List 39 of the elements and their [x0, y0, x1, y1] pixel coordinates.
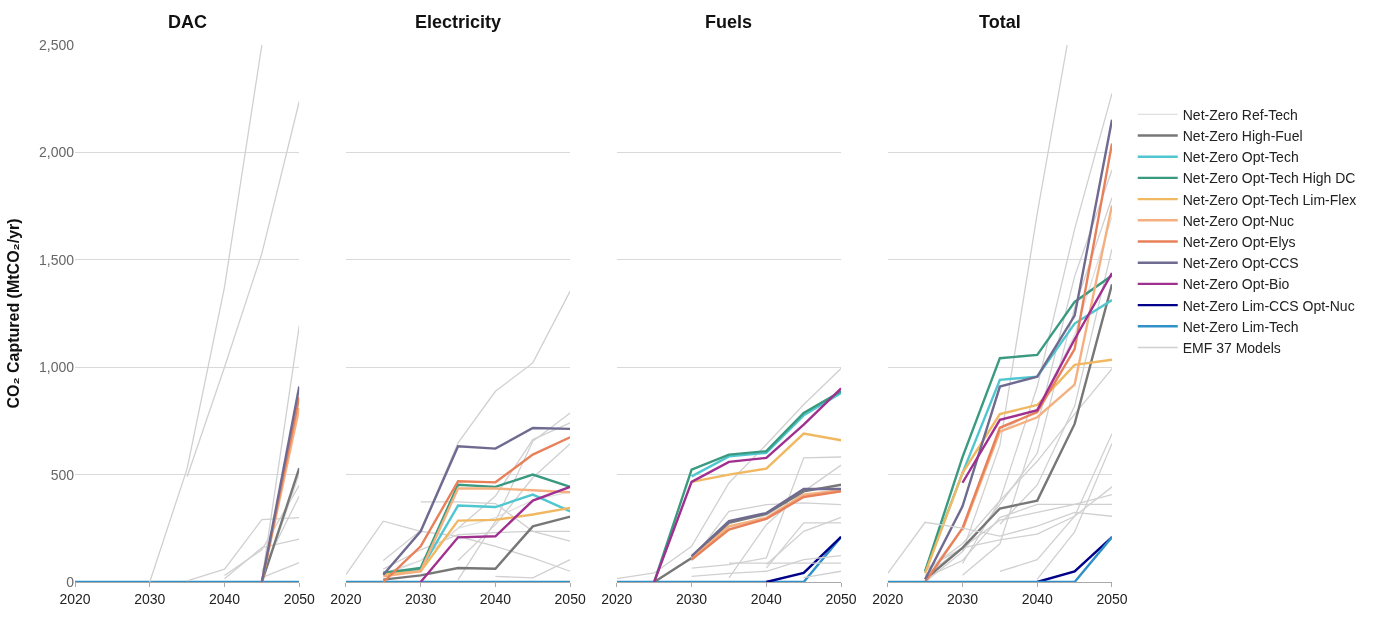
legend-label: Net-Zero Lim-CCS Opt-Nuc: [1182, 297, 1355, 314]
x-tick-label: 2030: [405, 590, 437, 607]
x-tick-label: 2050: [554, 590, 586, 607]
y-tick-label: 0: [66, 573, 75, 590]
x-tick-label: 2030: [134, 590, 166, 607]
legend-label: Net-Zero Opt-Tech Lim-Flex: [1182, 191, 1357, 208]
legend-label: Net-Zero High-Fuel: [1182, 127, 1303, 144]
x-tick-label: 2050: [283, 590, 316, 607]
x-tick-label: 2020: [59, 590, 91, 607]
x-tick-label: 2030: [676, 590, 708, 607]
x-tick-label: 2040: [208, 590, 241, 607]
x-tick-label: 2020: [872, 590, 904, 607]
y-tick-label: 1,500: [38, 251, 75, 268]
x-tick-label: 2050: [825, 590, 857, 607]
y-tick-label: 2,500: [38, 36, 75, 53]
chart-title: Electricity: [415, 12, 502, 32]
legend-label: Net-Zero Ref-Tech: [1182, 106, 1298, 123]
legend-label: Net-Zero Lim-Tech: [1182, 318, 1299, 335]
y-tick-label: 500: [50, 466, 75, 483]
x-tick-label: 2020: [330, 590, 362, 607]
chart-title: Total: [979, 12, 1021, 32]
legend-label: Net-Zero Opt-Tech: [1182, 149, 1299, 166]
x-tick-label: 2030: [946, 590, 979, 607]
x-tick-label: 2050: [1096, 590, 1128, 607]
x-tick-label: 2040: [479, 590, 512, 607]
legend-label: EMF 37 Models: [1182, 339, 1281, 356]
x-tick-label: 2020: [601, 590, 633, 607]
y-tick-label: 2,000: [38, 144, 75, 161]
y-axis-title: CO₂ Captured (MtCO₂/yr): [4, 218, 22, 409]
legend-label: Net-Zero Opt-Elys: [1182, 233, 1296, 250]
legend-label: Net-Zero Opt-Nuc: [1182, 212, 1294, 229]
x-tick-label: 2040: [750, 590, 783, 607]
legend-label: Net-Zero Opt-Bio: [1182, 276, 1290, 293]
chart-title: Fuels: [705, 12, 753, 32]
x-tick-label: 2040: [1021, 590, 1054, 607]
y-tick-label: 1,000: [38, 359, 75, 376]
legend-label: Net-Zero Opt-CCS: [1182, 255, 1299, 272]
chart-title: DAC: [168, 12, 207, 32]
legend-label: Net-Zero Opt-Tech High DC: [1182, 170, 1356, 187]
